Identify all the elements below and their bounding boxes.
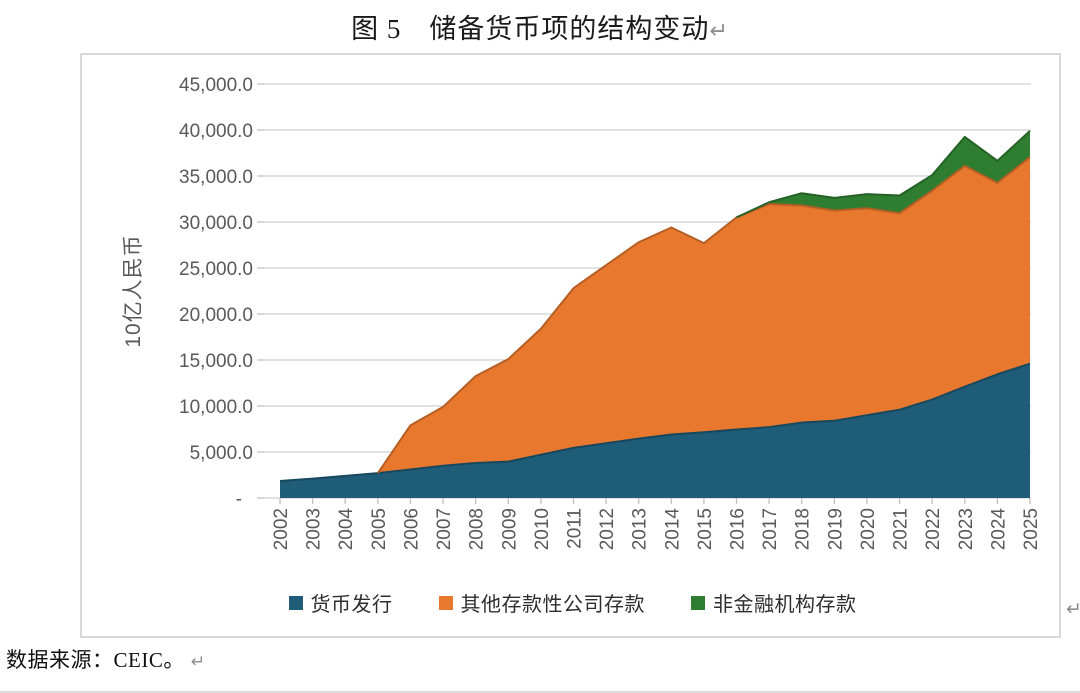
x-tick-label: 2012 [597, 508, 618, 550]
x-tick-label: 2017 [760, 508, 781, 550]
x-tick-label: 2002 [271, 508, 292, 550]
stacked-area-chart: 45,000.0 40,000.0 35,000.0 30,000.0 25,000.0… [122, 75, 1042, 551]
chart-legend: 货币发行 其他存款性公司存款 非金融机构存款 [82, 588, 1063, 617]
source-note: 数据来源：CEIC。 ↵ [6, 644, 206, 674]
x-tick-label: 2003 [304, 508, 325, 550]
return-mark-icon: ↵ [190, 652, 206, 672]
x-tick-label: 2006 [401, 508, 422, 550]
x-tick-label: 2019 [825, 508, 846, 550]
x-tick-label: 2022 [923, 508, 944, 550]
y-tick-label: - [236, 489, 242, 510]
legend-label: 货币发行 [310, 594, 393, 616]
x-tick-label: 2018 [793, 508, 814, 550]
legend-item-other-depository-corp-deposits[interactable]: 其他存款性公司存款 [438, 588, 646, 617]
x-tick-label: 2011 [564, 508, 585, 549]
area-non-financial-institution-deposits [736, 130, 1030, 218]
page-bottom-edge [0, 691, 1080, 693]
legend-label: 其他存款性公司存款 [460, 594, 645, 616]
y-tick-label: 40,000.0 [179, 121, 253, 142]
x-tick-label: 2009 [499, 508, 520, 550]
x-tick-label: 2015 [695, 508, 716, 550]
area-edge-other-depository-corp-deposits [376, 156, 1031, 474]
x-tick-label: 2024 [988, 508, 1009, 551]
y-tick-label: 45,000.0 [179, 75, 253, 96]
source-text: 数据来源：CEIC。 [6, 648, 191, 672]
y-tick-label: 5,000.0 [190, 443, 253, 464]
legend-swatch-icon [691, 595, 705, 610]
x-tick-label: 2025 [1021, 508, 1042, 550]
area-edge-non-financial-institution-deposits [736, 130, 1031, 219]
y-tick-label: 35,000.0 [179, 167, 253, 188]
legend-item-currency-issuance[interactable]: 货币发行 [288, 588, 393, 617]
legend-swatch-icon [288, 595, 303, 610]
area-edge-currency-issuance [279, 362, 1031, 482]
document-title: 图 5 储备货币项的结构变动↵ [0, 7, 1080, 46]
chart-frame[interactable]: 45,000.0 40,000.0 35,000.0 30,000.0 25,000.0… [80, 53, 1061, 638]
x-tick-label: 2008 [467, 508, 488, 550]
x-tick-label: 2004 [336, 508, 357, 551]
x-tick-label: 2020 [858, 508, 879, 550]
x-tick-label: 2007 [434, 508, 455, 550]
x-tick-label: 2016 [728, 508, 749, 550]
y-tick-label: 30,000.0 [179, 213, 253, 234]
legend-label: 非金融机构存款 [713, 594, 857, 616]
title-text: 图 5 储备货币项的结构变动 [351, 14, 710, 44]
x-tick-label: 2010 [532, 508, 553, 550]
x-tick-label: 2023 [956, 508, 977, 550]
y-axis-title: 10亿人民币 [122, 234, 145, 347]
legend-item-non-financial-institution-deposits[interactable]: 非金融机构存款 [691, 588, 857, 617]
y-tick-label: 10,000.0 [179, 397, 253, 418]
y-tick-label: 25,000.0 [179, 259, 253, 280]
x-tick-label: 2013 [630, 508, 651, 550]
y-tick-label: 20,000.0 [179, 305, 253, 326]
return-mark-icon: ↵ [1066, 598, 1080, 620]
area-other-depository-corp-deposits [377, 157, 1031, 474]
legend-swatch-icon [438, 595, 453, 610]
x-tick-label: 2021 [891, 508, 912, 550]
x-tick-label: 2014 [662, 508, 683, 551]
return-mark-icon: ↵ [709, 18, 729, 44]
y-tick-label: 15,000.0 [179, 351, 253, 372]
x-tick-label: 2005 [369, 508, 390, 550]
